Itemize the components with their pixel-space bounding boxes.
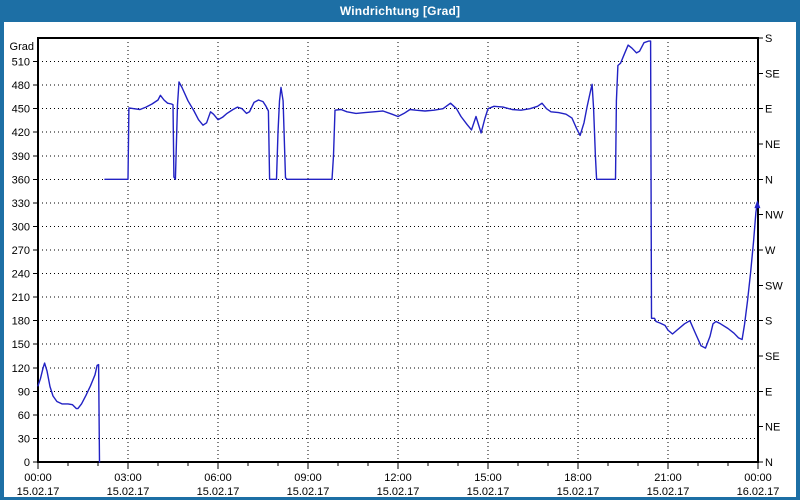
y-axis-title: Grad [10, 41, 34, 53]
svg-text:21:00: 21:00 [654, 472, 682, 484]
svg-text:N: N [765, 174, 773, 186]
svg-text:E: E [765, 386, 772, 398]
svg-text:480: 480 [12, 80, 30, 92]
svg-text:18:00: 18:00 [564, 472, 592, 484]
svg-text:510: 510 [12, 57, 30, 69]
window-border-right [796, 22, 800, 500]
svg-text:NE: NE [765, 422, 780, 434]
svg-text:120: 120 [12, 363, 30, 375]
svg-text:SE: SE [765, 351, 780, 363]
svg-text:15.02.17: 15.02.17 [287, 486, 330, 498]
svg-text:S: S [765, 33, 772, 45]
svg-text:210: 210 [12, 292, 30, 304]
window-title-bar[interactable]: Windrichtung [Grad] [0, 0, 800, 22]
svg-text:390: 390 [12, 151, 30, 163]
svg-text:420: 420 [12, 127, 30, 139]
svg-text:06:00: 06:00 [204, 472, 232, 484]
svg-text:90: 90 [18, 386, 30, 398]
svg-text:N: N [765, 457, 773, 469]
svg-text:15.02.17: 15.02.17 [377, 486, 420, 498]
svg-text:15:00: 15:00 [474, 472, 502, 484]
svg-text:SW: SW [765, 280, 783, 292]
svg-text:15.02.17: 15.02.17 [107, 486, 150, 498]
svg-text:330: 330 [12, 198, 30, 210]
chart-axis-ticks [33, 37, 763, 469]
svg-text:30: 30 [18, 433, 30, 445]
svg-text:S: S [765, 316, 772, 328]
svg-text:NE: NE [765, 139, 780, 151]
svg-text:12:00: 12:00 [384, 472, 412, 484]
svg-text:SE: SE [765, 68, 780, 80]
svg-text:150: 150 [12, 339, 30, 351]
svg-text:16.02.17: 16.02.17 [737, 486, 780, 498]
svg-text:NW: NW [765, 210, 784, 222]
svg-text:00:00: 00:00 [744, 472, 772, 484]
svg-text:00:00: 00:00 [24, 472, 52, 484]
svg-text:15.02.17: 15.02.17 [197, 486, 240, 498]
svg-text:15.02.17: 15.02.17 [557, 486, 600, 498]
window-border-left [0, 22, 4, 500]
svg-text:15.02.17: 15.02.17 [647, 486, 690, 498]
svg-text:450: 450 [12, 104, 30, 116]
svg-text:180: 180 [12, 316, 30, 328]
svg-text:60: 60 [18, 410, 30, 422]
svg-text:09:00: 09:00 [294, 472, 322, 484]
svg-text:03:00: 03:00 [114, 472, 142, 484]
svg-text:0: 0 [24, 457, 30, 469]
svg-text:240: 240 [12, 269, 30, 281]
svg-text:E: E [765, 104, 772, 116]
chart-axis-labels: 0 30 60 90 120 150 180 210 240 270 300 330 360 390 420… [10, 33, 784, 498]
svg-text:270: 270 [12, 245, 30, 257]
chart-gridlines [38, 38, 758, 462]
svg-text:300: 300 [12, 221, 30, 233]
window-border-bottom [0, 497, 800, 500]
svg-text:W: W [765, 245, 776, 257]
window-title: Windrichtung [Grad] [339, 4, 461, 18]
svg-text:15.02.17: 15.02.17 [17, 486, 60, 498]
svg-text:360: 360 [12, 174, 30, 186]
svg-text:15.02.17: 15.02.17 [467, 486, 510, 498]
chart-series-line [37, 40, 761, 463]
